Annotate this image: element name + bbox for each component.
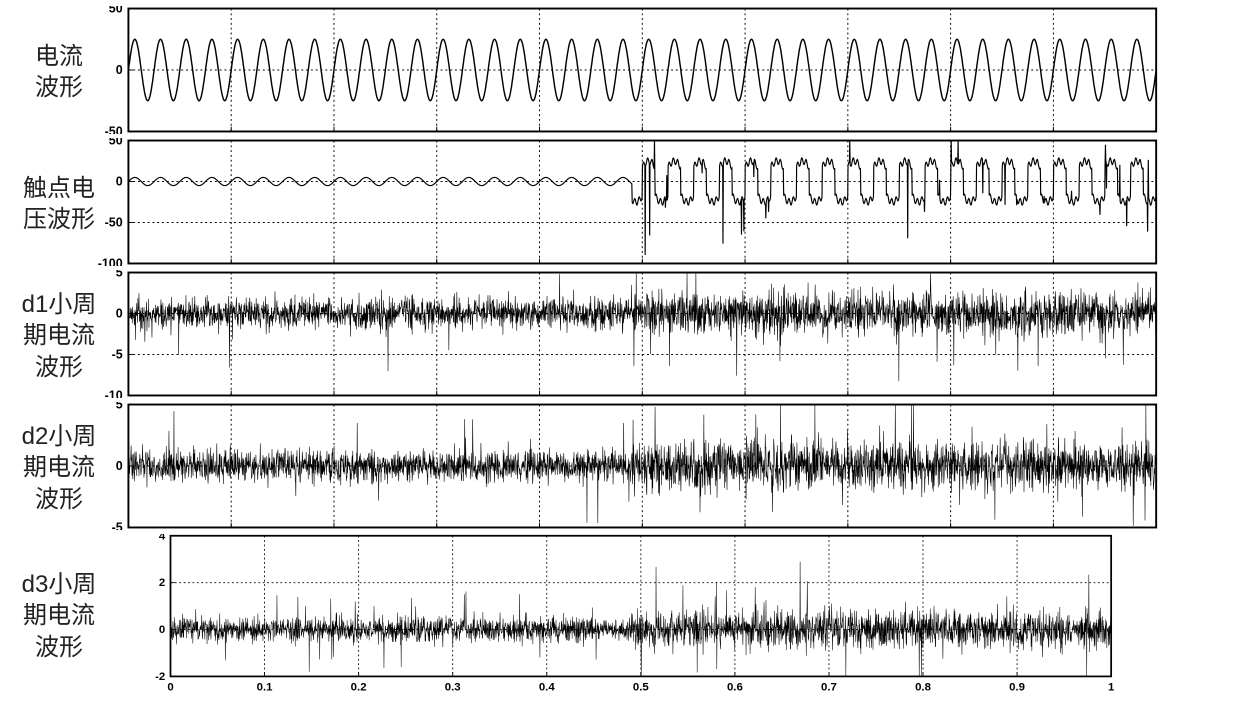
- panel-d2: -505: [130, 404, 1200, 532]
- axis-border: [128, 273, 1156, 396]
- xtick-label: 0.1: [257, 681, 274, 693]
- ytick-label: 0: [116, 174, 123, 188]
- xtick-label: 0.2: [351, 681, 367, 693]
- ytick-label: 50: [109, 6, 123, 15]
- ytick-label: 2: [159, 577, 165, 589]
- panel-svg-d3: -202400.10.20.30.40.50.60.70.80.91: [90, 534, 1160, 694]
- ytick-label: -50: [105, 215, 123, 229]
- xtick-label: 0.9: [1009, 681, 1025, 693]
- ylabel-line: 波形: [35, 484, 83, 515]
- ylabel-line: 期电流: [23, 600, 95, 631]
- xtick-label: 0.7: [821, 681, 837, 693]
- axis-border: [128, 141, 1156, 264]
- ylabel-line: d1小周: [22, 289, 97, 320]
- ytick-label: -5: [112, 520, 123, 530]
- ytick-label: 5: [116, 402, 123, 411]
- xtick-label: 0.4: [539, 681, 556, 693]
- xtick-label: 0: [167, 681, 173, 693]
- panel-svg-current: -50 0 50: [90, 6, 1160, 134]
- panel-contact_voltage: -100-50050: [130, 140, 1200, 268]
- ylabel-line: d3小周: [22, 569, 97, 600]
- panel-d1: -10-505: [130, 272, 1200, 400]
- ytick-label: 0: [116, 306, 123, 320]
- xtick-label: 0.8: [915, 681, 931, 693]
- ytick-label: 0: [159, 624, 165, 636]
- panel-d3: -202400.10.20.30.40.50.60.70.80.91: [130, 536, 1200, 696]
- ytick-label: -100: [98, 256, 123, 266]
- xtick-label: 1: [1108, 681, 1115, 693]
- ytick-label: 5: [116, 270, 123, 279]
- ylabel-line: 触点电: [23, 173, 95, 204]
- ytick-label: -10: [105, 388, 123, 398]
- ylabel-line: 波形: [35, 72, 83, 103]
- ylabel-line: 压波形: [23, 204, 95, 235]
- panel-current: -50050: [130, 8, 1200, 136]
- ytick-label: -2: [155, 671, 165, 683]
- ylabel-line: 期电流: [23, 320, 95, 351]
- panel-svg-contact_voltage: -100 -50 0 50: [90, 138, 1160, 266]
- signal-d3: [170, 562, 1111, 677]
- panel-svg-d1: -10 -5 0 5: [90, 270, 1160, 398]
- ytick-label: 4: [159, 534, 166, 542]
- ytick-label: 0: [116, 63, 123, 77]
- ylabel-line: 电流: [35, 41, 83, 72]
- ylabel-line: 期电流: [23, 452, 95, 483]
- ylabel-line: 波形: [35, 352, 83, 383]
- xtick-label: 0.3: [445, 681, 461, 693]
- ylabel-line: 波形: [35, 632, 83, 663]
- ylabel-line: d2小周: [22, 421, 97, 452]
- figure-container: 电流波形-50050触点电压波形-100-50050d1小周期电流波形-10-5…: [0, 0, 1239, 723]
- xtick-label: 0.5: [633, 681, 650, 693]
- signal-d2: [128, 405, 1156, 526]
- ytick-label: -50: [105, 124, 123, 134]
- ytick-label: -5: [112, 347, 123, 361]
- xtick-label: 0.6: [727, 681, 743, 693]
- ytick-label: 50: [109, 138, 123, 147]
- panel-svg-d2: -5 0 5: [90, 402, 1160, 530]
- ytick-label: 0: [116, 459, 123, 473]
